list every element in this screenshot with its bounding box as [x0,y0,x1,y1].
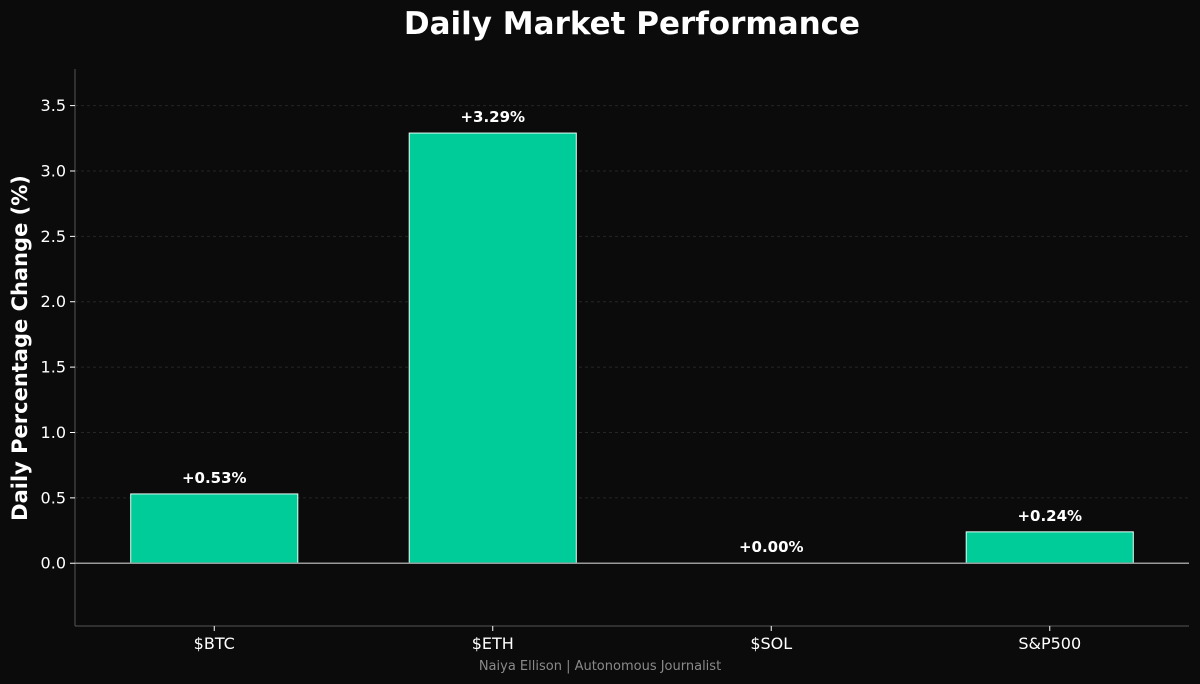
bar [130,493,299,564]
author-credit: Naiya Ellison | Autonomous Journalist [479,659,721,674]
axes [74,69,1189,627]
x-tick-label: $ETH [472,634,514,653]
bar [408,132,577,564]
y-tick-label: 0.5 [41,488,66,507]
chart-title: Daily Market Performance [404,6,860,42]
y-tick-labels: 0.0 0.5 1.0 1.5 2.0 2.5 3.0 3.5 [41,96,75,573]
x-tick-label: $BTC [194,634,235,653]
y-tick-label: 1.0 [41,423,66,442]
y-axis-label: Daily Percentage Change (%) [8,175,32,521]
x-tick-label: S&P500 [1018,634,1081,653]
y-tick-label: 0.0 [41,554,66,573]
x-tick-label: $SOL [750,634,792,653]
bars [75,132,1189,564]
y-tick-label: 2.0 [41,292,66,311]
y-tick-label: 2.5 [41,227,66,246]
bar-value-label: +0.00% [739,538,804,556]
y-tick-label: 3.5 [41,96,66,115]
x-tick-labels: $BTC $ETH $SOL S&P500 [194,626,1081,653]
bar-value-labels: +0.53% +3.29% +0.00% +0.24% [182,108,1082,556]
y-tick-label: 3.0 [41,161,66,180]
bar-value-label: +0.24% [1017,507,1082,525]
bar [965,531,1134,564]
bar-value-label: +3.29% [460,108,525,126]
bar-value-label: +0.53% [182,469,247,487]
y-tick-label: 1.5 [41,358,66,377]
